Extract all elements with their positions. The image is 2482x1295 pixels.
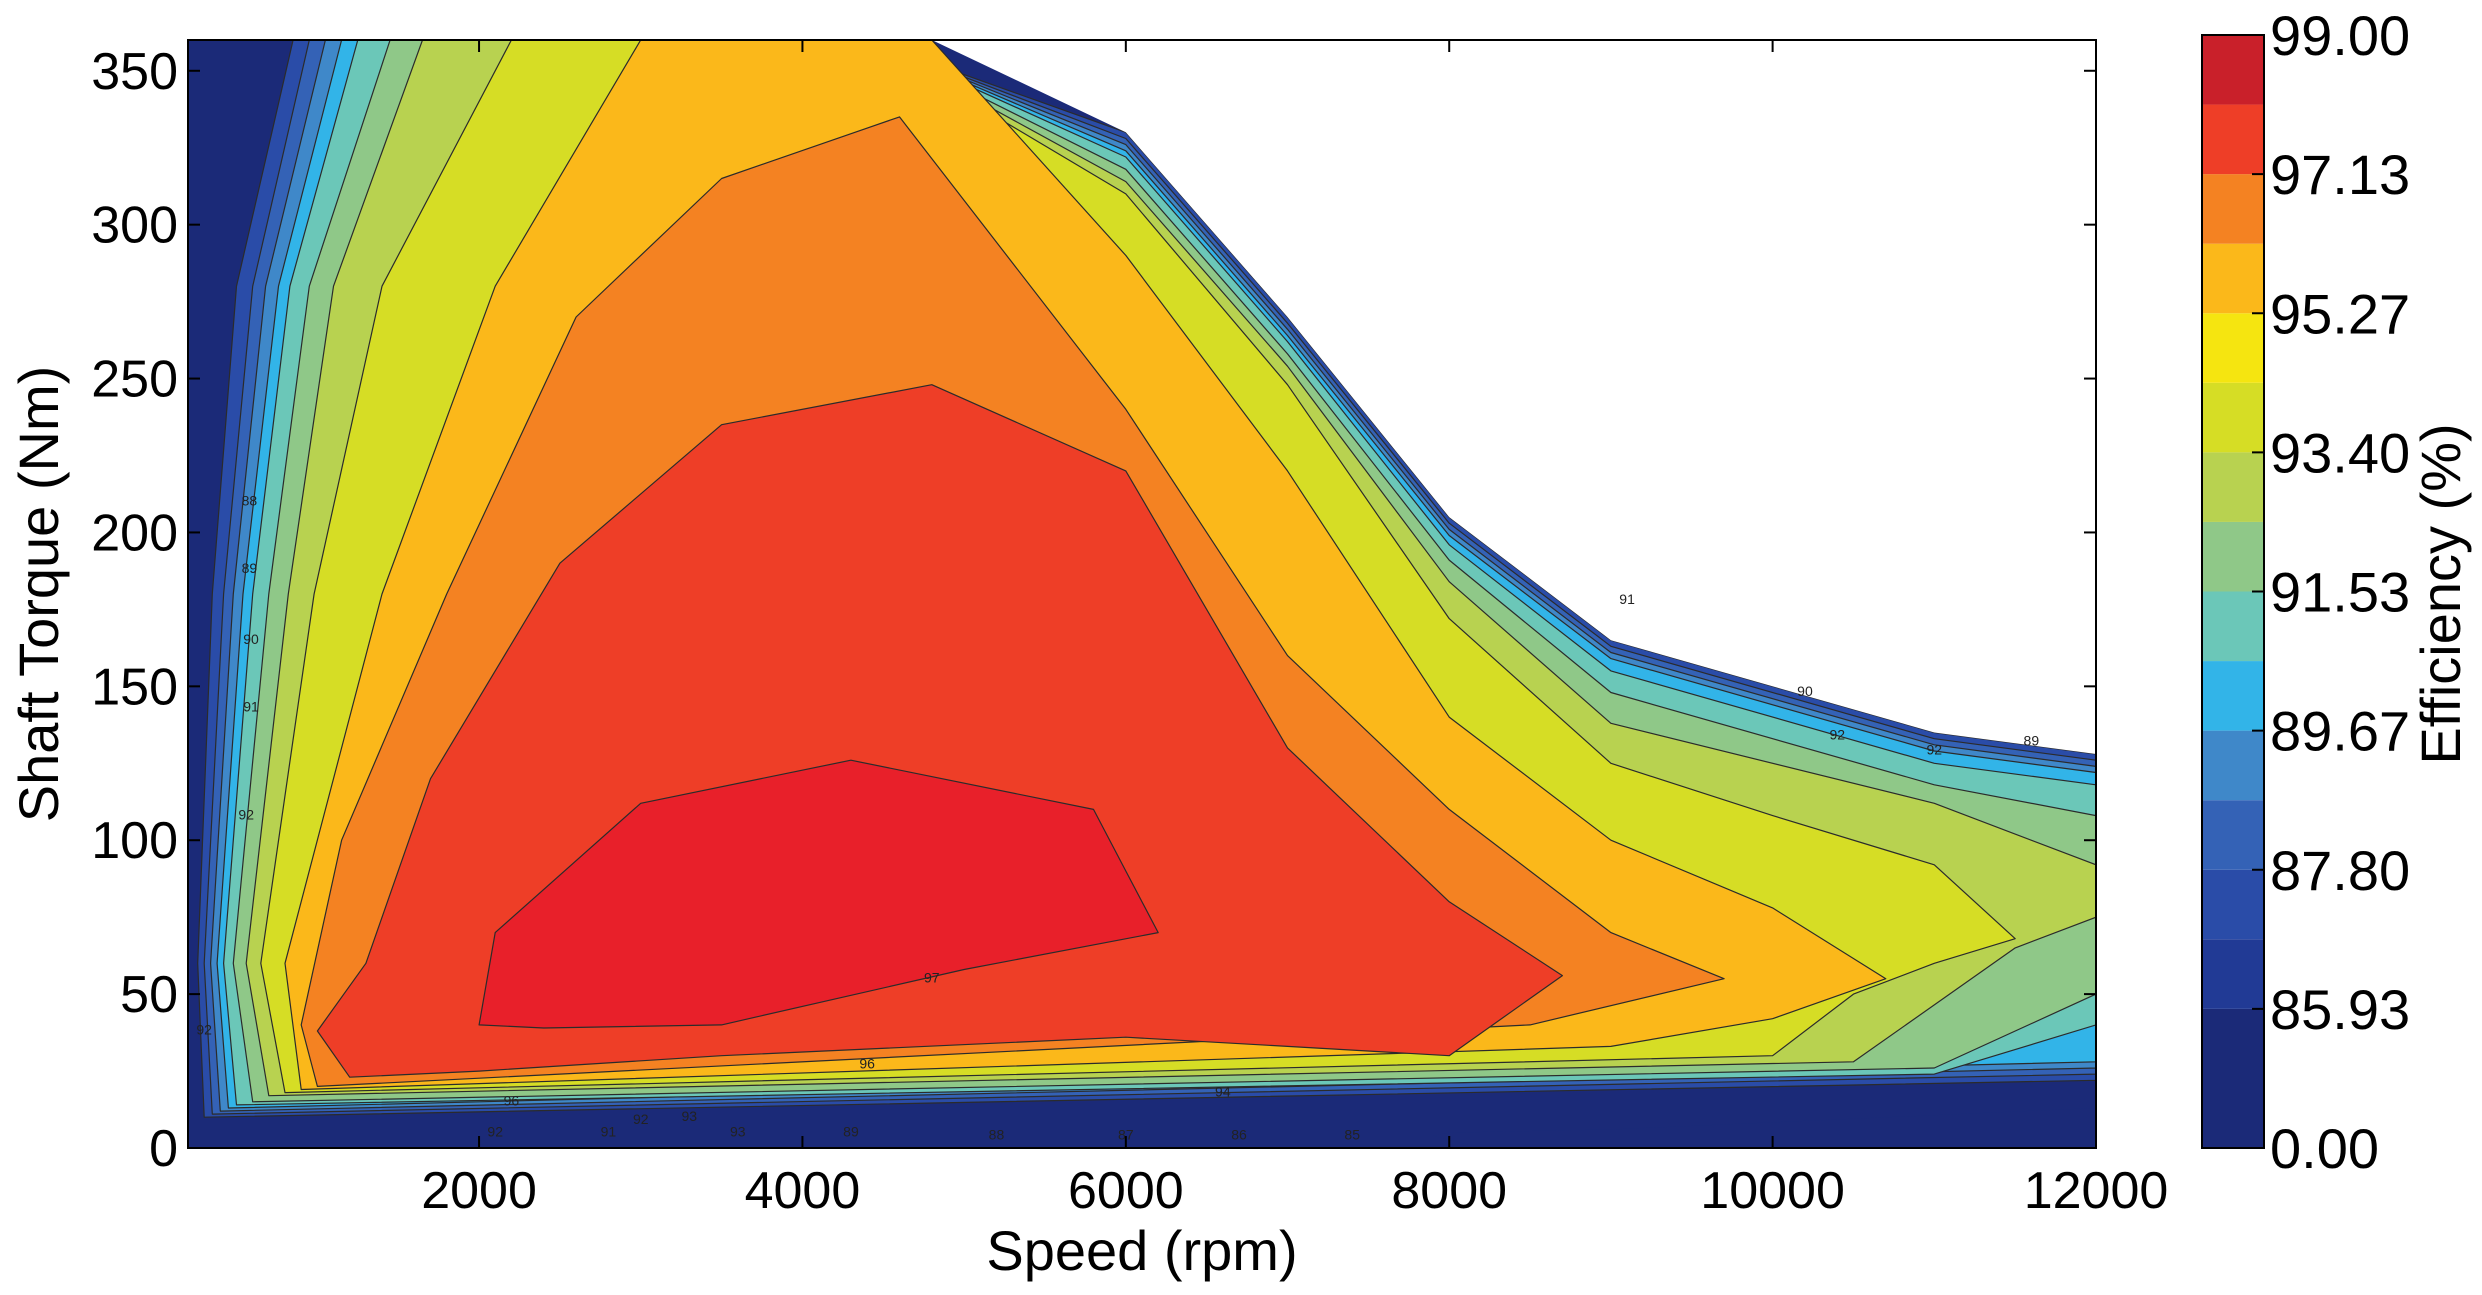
colorbar-tick-label: 85.93 (2270, 978, 2410, 1041)
contour-label: 89 (843, 1123, 859, 1139)
y-tick-label: 150 (91, 658, 178, 716)
contour-regions (188, 40, 2096, 1148)
colorbar-band (2202, 869, 2264, 940)
x-tick-label: 10000 (1700, 1162, 1845, 1220)
contour-label: 92 (487, 1123, 503, 1139)
contour-label: 91 (243, 699, 259, 715)
contour-label: 88 (242, 492, 258, 508)
contour-labels: 97 96 96 94 93 92 92 91 93 89 88 87 86 85 92 92 91 90 89 88… (196, 492, 2039, 1142)
contour-label: 85 (1344, 1126, 1360, 1142)
colorbar-band (2202, 452, 2264, 522)
colorbar-band (2202, 313, 2264, 383)
contour-label: 92 (1927, 742, 1943, 758)
colorbar-tick-label: 93.40 (2270, 421, 2410, 484)
y-tick-label: 0 (149, 1120, 178, 1178)
contour-label: 89 (2024, 732, 2040, 748)
contour-label: 96 (859, 1056, 875, 1072)
contour-label: 92 (238, 806, 254, 822)
low-torque-region (1433, 1108, 2096, 1148)
colorbar-tick-label: 97.13 (2270, 143, 2410, 206)
x-axis-title: Speed (rpm) (986, 1219, 1297, 1282)
contour-label: 86 (1231, 1126, 1247, 1142)
contour-label: 90 (243, 631, 259, 647)
y-tick-label: 50 (120, 966, 178, 1024)
x-tick-label: 2000 (421, 1162, 537, 1220)
blank-envelope-region (931, 40, 2096, 754)
colorbar-tick-label: 95.27 (2270, 282, 2410, 345)
colorbar: 0.00 85.93 87.80 89.67 91.53 93.40 95.27 97.13 9… (2201, 4, 2410, 1180)
y-tick-label: 200 (91, 504, 178, 562)
contour-label: 93 (681, 1108, 697, 1124)
contour-label: 91 (601, 1123, 617, 1139)
contour-label: 87 (1118, 1126, 1134, 1142)
y-tick-label: 250 (91, 351, 178, 409)
colorbar-title: Efficiency (%) (2409, 423, 2472, 764)
contour-label: 93 (730, 1123, 746, 1139)
contour-label: 91 (1619, 591, 1635, 607)
colorbar-band (2202, 1008, 2264, 1148)
colorbar-band (2202, 104, 2264, 175)
colorbar-band (2202, 243, 2264, 314)
colorbar-tick-label: 87.80 (2270, 839, 2410, 902)
colorbar-band (2202, 730, 2264, 801)
y-tick-label: 350 (91, 43, 178, 101)
x-tick-label: 6000 (1068, 1162, 1184, 1220)
contour-label: 88 (989, 1126, 1005, 1142)
x-tick-label: 12000 (2024, 1162, 2169, 1220)
colorbar-band (2202, 174, 2264, 244)
contour-region-98 (478, 759, 1159, 1029)
y-axis: 0 50 100 150 200 250 300 350 (91, 43, 2096, 1178)
x-tick-label: 8000 (1391, 1162, 1507, 1220)
colorbar-band (2202, 521, 2264, 592)
y-axis-title: Shaft Torque (Nm) (7, 366, 70, 822)
colorbar-tick-label: 91.53 (2270, 561, 2410, 624)
colorbar-band (2202, 939, 2264, 1009)
contour-label: 90 (1797, 683, 1813, 699)
y-tick-label: 100 (91, 812, 178, 870)
contour-label: 94 (1215, 1083, 1231, 1099)
colorbar-tick-label: 99.00 (2270, 4, 2410, 67)
contour-label: 89 (242, 560, 258, 576)
colorbar-band (2202, 35, 2264, 105)
contour-label: 92 (633, 1111, 649, 1127)
x-tick-label: 4000 (745, 1162, 861, 1220)
contour-label: 92 (1829, 726, 1845, 742)
colorbar-band (2202, 591, 2264, 662)
contour-label: 96 (504, 1093, 520, 1109)
colorbar-band (2202, 661, 2264, 731)
y-tick-label: 300 (91, 197, 178, 255)
colorbar-tick-label: 89.67 (2270, 700, 2410, 763)
colorbar-band (2202, 382, 2264, 453)
colorbar-tick-label: 0.00 (2270, 1117, 2379, 1180)
colorbar-band (2202, 800, 2264, 870)
x-axis: 2000 4000 6000 8000 10000 12000 (421, 40, 2168, 1220)
contour-label: 92 (196, 1022, 212, 1038)
plot-frame (187, 39, 2097, 1149)
contour-label: 97 (924, 969, 940, 985)
